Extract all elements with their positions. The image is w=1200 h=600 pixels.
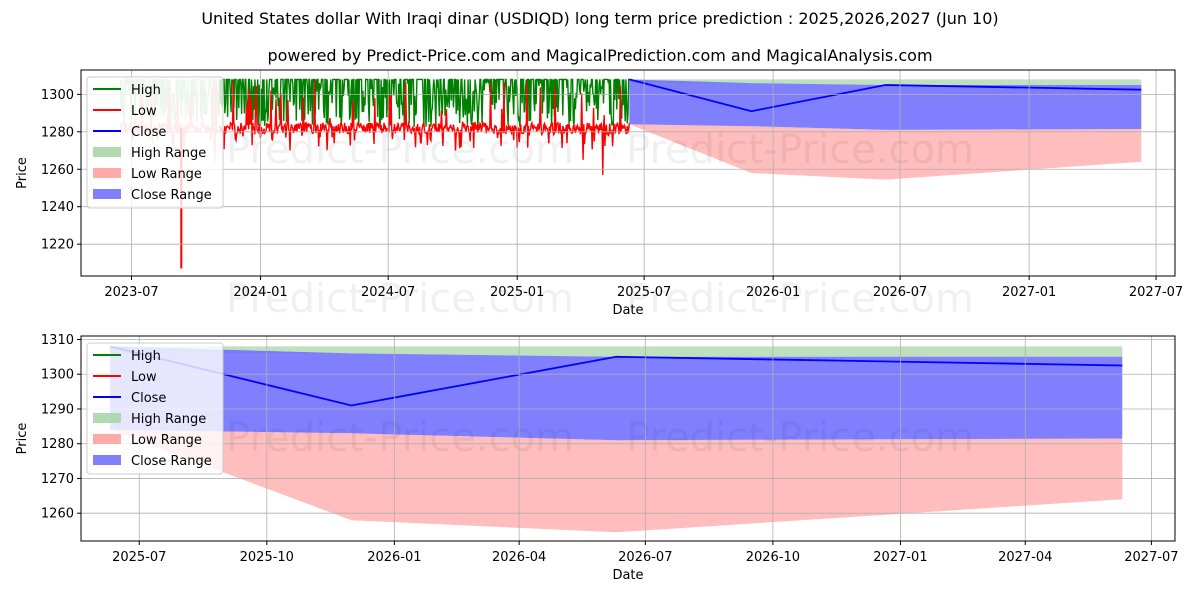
close-forecast-line [109,345,1123,407]
legend-label: Close [131,125,166,140]
chart-panel-1: Predict-Price.com Predict-Price.com Predic… [15,69,1183,322]
watermark: Predict-Price.com [626,127,974,173]
high-range-band [629,79,1142,85]
x-tick-label: 2027-07 [1124,550,1178,565]
x-tick-label: 2025-07 [112,550,166,565]
y-tick-label: 1260 [41,163,74,178]
legend-label: High [131,349,161,364]
y-axis-label: Price [15,157,30,189]
chart-subtitle: powered by Predict-Price.com and Magical… [267,46,933,65]
y-tick-label: 1310 [41,333,74,348]
legend-label: Low Range [131,433,202,448]
plot-area [109,345,1123,533]
y-tick-label: 1270 [41,472,74,487]
low-range-band [629,124,1142,180]
y-tick-label: 1300 [41,368,74,383]
x-tick-label: 2026-07 [618,550,672,565]
legend-label: Close Range [131,454,212,469]
y-tick-label: 1280 [41,437,74,452]
y-tick-label: 1260 [41,507,74,522]
x-tick-label: 2024-01 [233,285,287,300]
watermark: Predict-Price.com [626,415,974,461]
legend: High Low Close High Range Low Range Close Ran… [86,76,224,209]
watermark: Predict-Price.com [226,276,574,322]
x-axis-label: Date [612,568,643,583]
x-tick-label: 2027-07 [1129,285,1183,300]
legend-swatch-low-range [93,434,121,444]
y-tick-label: 1290 [41,402,74,417]
legend-swatch-high-range [93,413,121,423]
close-range-band [629,79,1142,130]
x-tick-label: 2025-10 [240,550,294,565]
legend-label: Low Range [131,167,202,182]
x-tick-label: 2027-01 [873,550,927,565]
x-tick-label: 2026-01 [746,285,800,300]
close-forecast-line [629,78,1142,113]
y-tick-label: 1220 [41,238,74,253]
legend-label: Low [131,104,157,119]
x-tick-label: 2027-01 [1002,285,1056,300]
watermark: Predict-Price.com [226,415,574,461]
x-axis-label: Date [612,303,643,318]
legend-label: Close Range [131,188,212,203]
y-axis-label: Price [15,423,30,455]
chart-panel-2: Predict-Price.com Predict-Price.com 1260 12… [15,333,1179,583]
legend-swatch-low-range [93,168,121,178]
legend-label: Close [131,391,166,406]
plot-frame [80,335,1176,542]
legend-label: High Range [131,146,206,161]
x-tick-label: 2026-01 [367,550,421,565]
x-tick-label: 2027-04 [998,550,1052,565]
watermark: Predict-Price.com [626,276,974,322]
watermark: Predict-Price.com [226,127,574,173]
y-tick-label: 1300 [41,88,74,103]
legend: High Low Close High Range Low Range Close Ran… [86,342,224,475]
legend-swatch-close-range [93,189,121,199]
legend-label: High [131,83,161,98]
legend-swatch-high-range [93,147,121,157]
x-tick-label: 2026-10 [746,550,800,565]
high-range-band [110,346,1123,357]
chart-title: United States dollar With Iraqi dinar (U… [201,9,999,28]
x-tick-label: 2024-07 [361,285,415,300]
x-tick-label: 2023-07 [104,285,158,300]
plot-frame [80,69,1176,277]
legend-label: Low [131,370,157,385]
x-tick-label: 2025-07 [617,285,671,300]
legend-swatch-close-range [93,455,121,465]
y-tick-label: 1280 [41,125,74,140]
x-tick-label: 2025-01 [490,285,544,300]
x-tick-label: 2026-07 [873,285,927,300]
plot-area [119,78,1142,269]
x-tick-label: 2026-04 [492,550,546,565]
close-range-band [110,346,1123,441]
legend-label: High Range [131,412,206,427]
high-history-line [219,78,630,128]
low-range-band [110,429,1123,533]
y-tick-label: 1240 [41,200,74,215]
